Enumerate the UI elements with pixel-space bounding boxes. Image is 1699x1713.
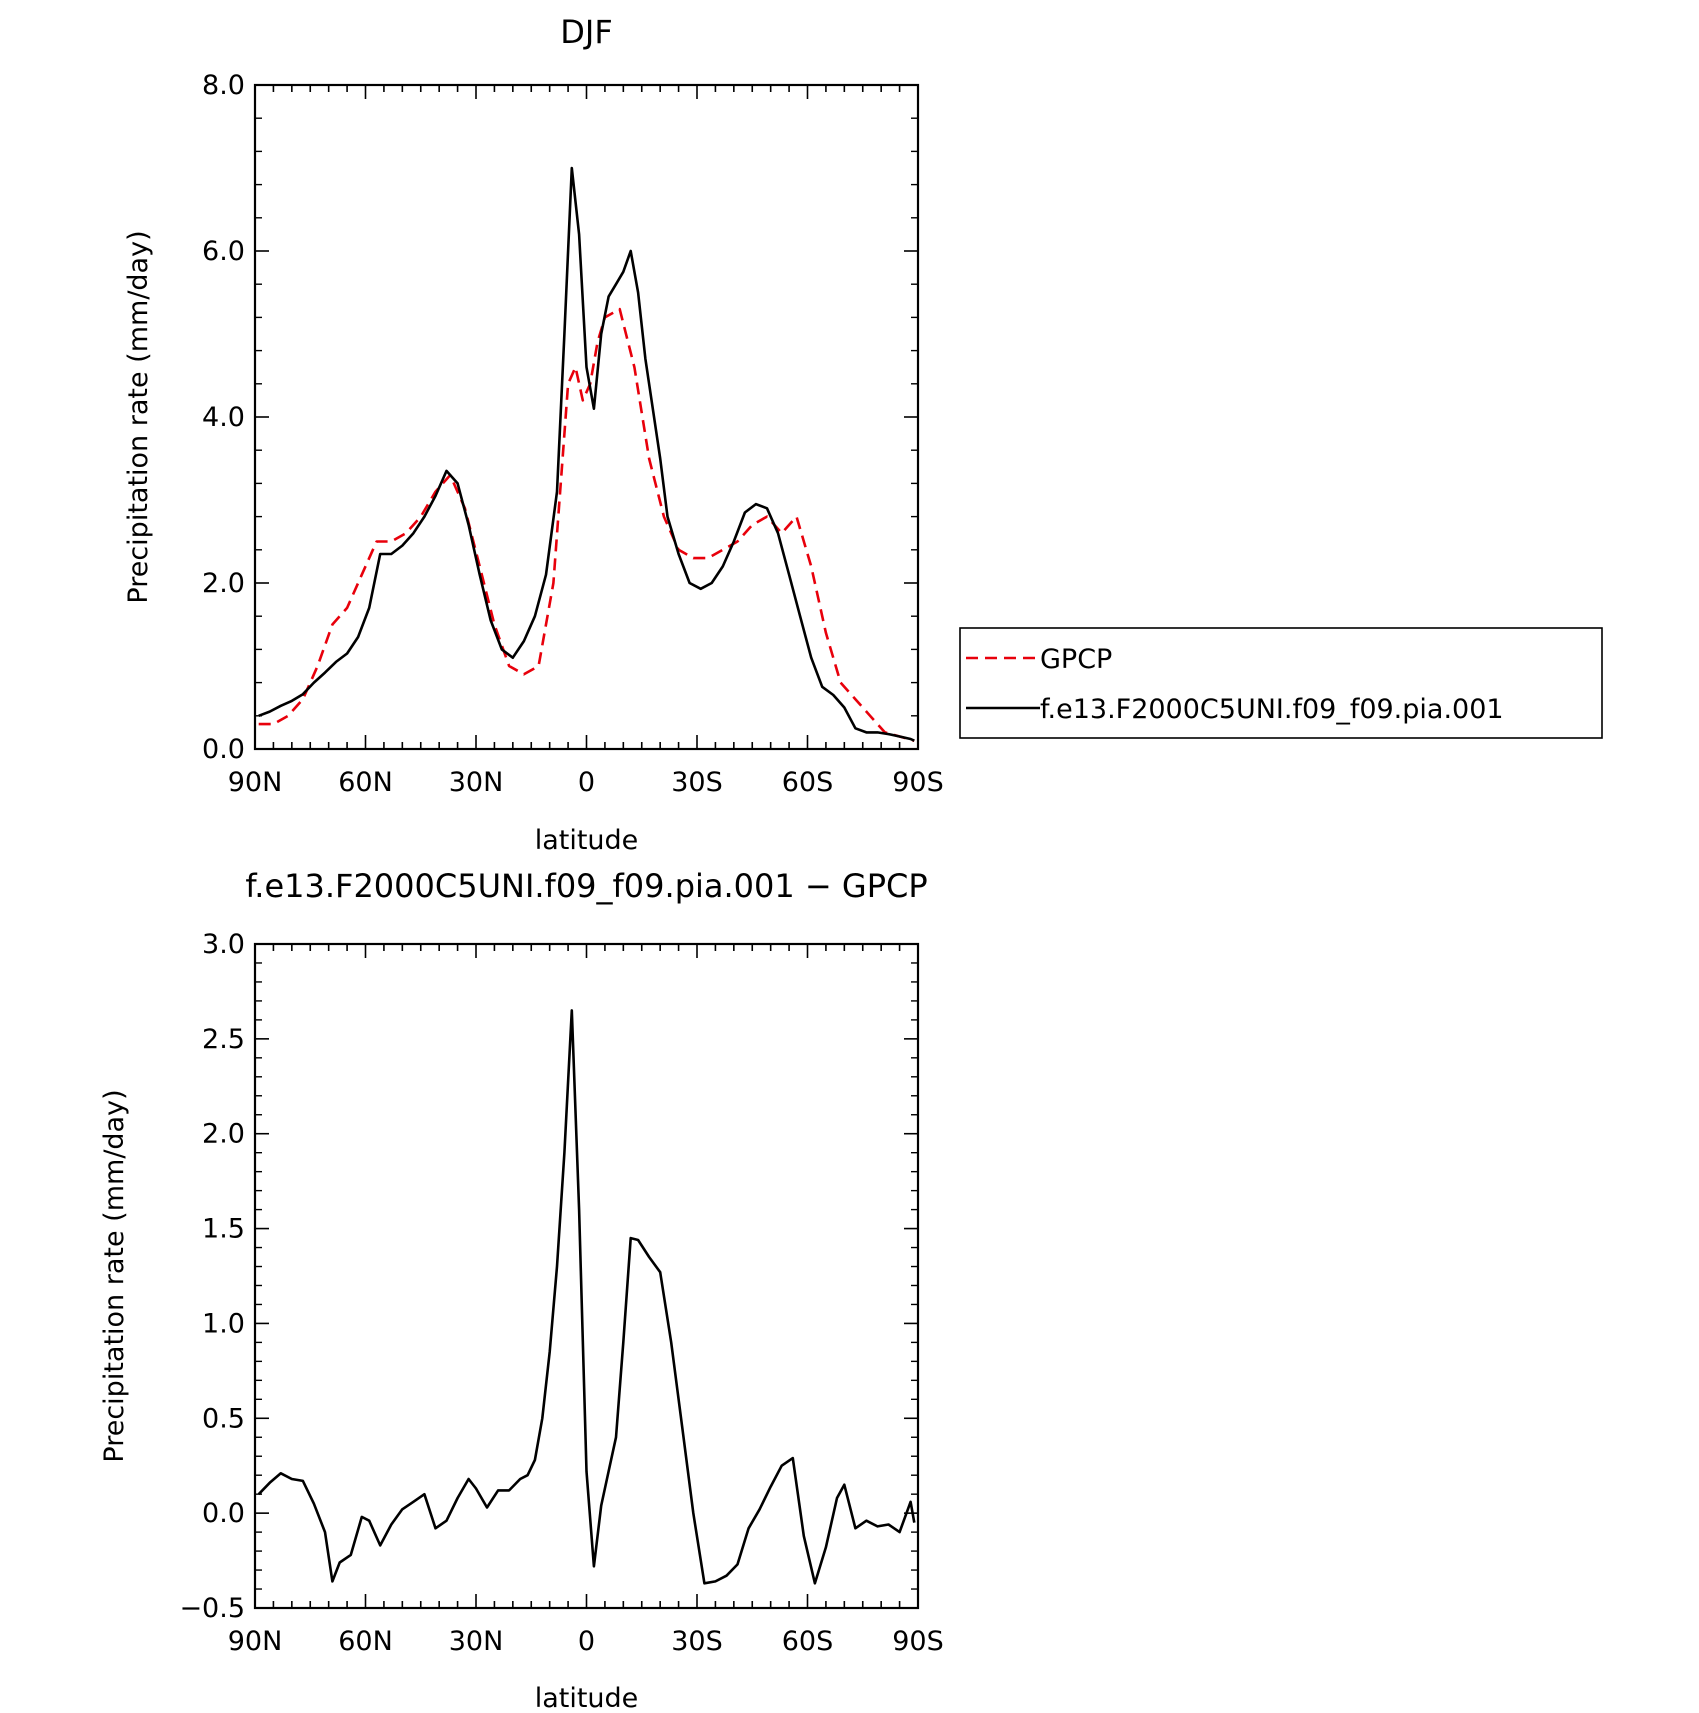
x-tick-label: 60S [782,767,834,798]
x-tick-label: 30N [449,767,504,798]
y-tick-label: 1.0 [202,1308,245,1339]
y-tick-label: 3.0 [202,929,245,960]
y-tick-label: 6.0 [202,236,245,267]
x-tick-label: 30S [671,767,723,798]
x-tick-label: 90N [228,767,283,798]
x-tick-label: 60N [338,767,393,798]
plot-frame [253,83,920,751]
y-axis-label: Precipitation rate (mm/day) [123,230,154,603]
legend-box [959,627,1603,739]
y-tick-label: 2.0 [202,568,245,599]
legend-label: f.e13.F2000C5UNI.f09_f09.pia.001 [1040,694,1504,725]
series-line-0 [257,1009,916,1585]
y-tick-label: 0.5 [202,1403,245,1434]
series-line-1 [258,166,915,742]
chart-title: DJF [560,13,612,51]
panel-bottom: f.e13.F2000C5UNI.f09_f09.pia.001 − GPCP 9… [99,867,944,1713]
x-axis-label: latitude [535,825,639,856]
x-tick-label: 90S [892,767,944,798]
x-tick-label: 30S [671,1626,723,1657]
y-tick-label: −0.5 [179,1593,245,1624]
y-tick-label: 0.0 [202,1498,245,1529]
chart-title: f.e13.F2000C5UNI.f09_f09.pia.001 − GPCP [245,867,927,905]
legend-label: GPCP [1040,644,1112,675]
x-tick-label: 30N [449,1626,504,1657]
y-tick-label: 8.0 [202,70,245,101]
y-tick-label: 0.0 [202,734,245,765]
y-tick-label: 2.0 [202,1119,245,1150]
x-tick-label: 60S [782,1626,834,1657]
x-tick-label: 60N [338,1626,393,1657]
x-tick-label: 90N [228,1626,283,1657]
panel-top: DJF 90N 60N 30N 0 30S 60S 90S 0.0 2.0 4.0 6.0 8.0 lat… [123,13,1603,856]
y-tick-label: 4.0 [202,402,245,433]
x-axis-label: latitude [535,1683,639,1713]
y-tick-label: 1.5 [202,1214,245,1245]
x-tick-label: 0 [578,1626,595,1657]
x-tick-label: 0 [578,767,595,798]
plot-frame [253,942,920,1610]
y-axis-label: Precipitation rate (mm/day) [99,1089,130,1462]
y-tick-label: 2.5 [202,1024,245,1055]
series-line-0 [258,307,915,742]
x-tick-label: 90S [892,1626,944,1657]
